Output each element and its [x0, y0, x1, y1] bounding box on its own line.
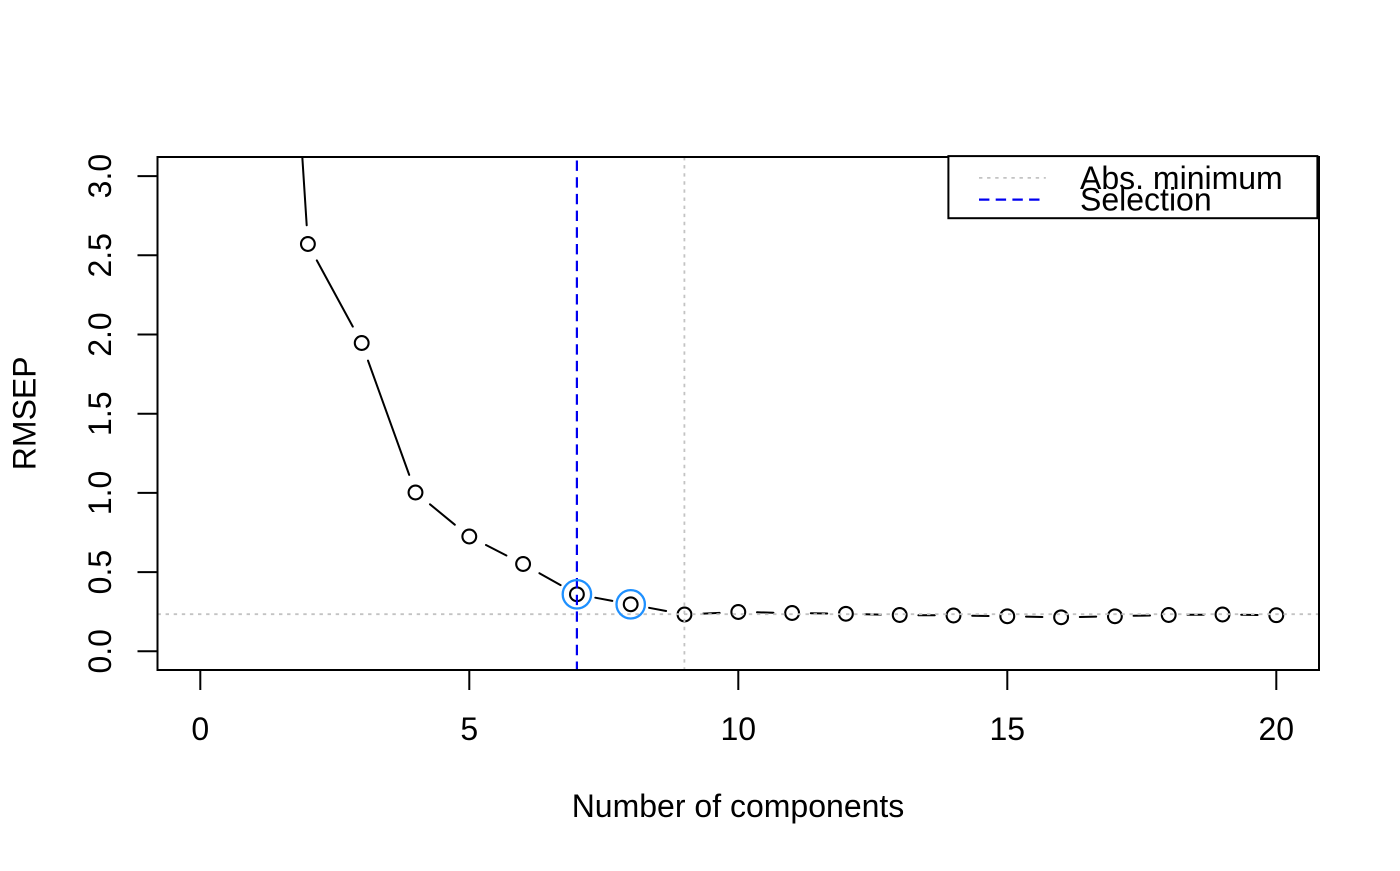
svg-text:2.0: 2.0 — [82, 312, 118, 356]
svg-text:1.5: 1.5 — [82, 391, 118, 435]
svg-text:20: 20 — [1259, 711, 1295, 747]
svg-text:15: 15 — [990, 711, 1026, 747]
svg-text:2.5: 2.5 — [82, 233, 118, 277]
svg-text:0.0: 0.0 — [82, 629, 118, 673]
svg-text:10: 10 — [721, 711, 757, 747]
svg-text:Abs. minimum: Abs. minimum — [1080, 160, 1283, 196]
svg-text:0: 0 — [191, 711, 209, 747]
svg-text:5: 5 — [460, 711, 478, 747]
svg-text:0.5: 0.5 — [82, 550, 118, 594]
svg-text:3.0: 3.0 — [82, 154, 118, 198]
svg-text:Number of components: Number of components — [572, 788, 905, 824]
svg-text:RMSEP: RMSEP — [6, 356, 42, 470]
svg-text:1.0: 1.0 — [82, 471, 118, 515]
svg-text:Selection: Selection — [1080, 182, 1212, 218]
